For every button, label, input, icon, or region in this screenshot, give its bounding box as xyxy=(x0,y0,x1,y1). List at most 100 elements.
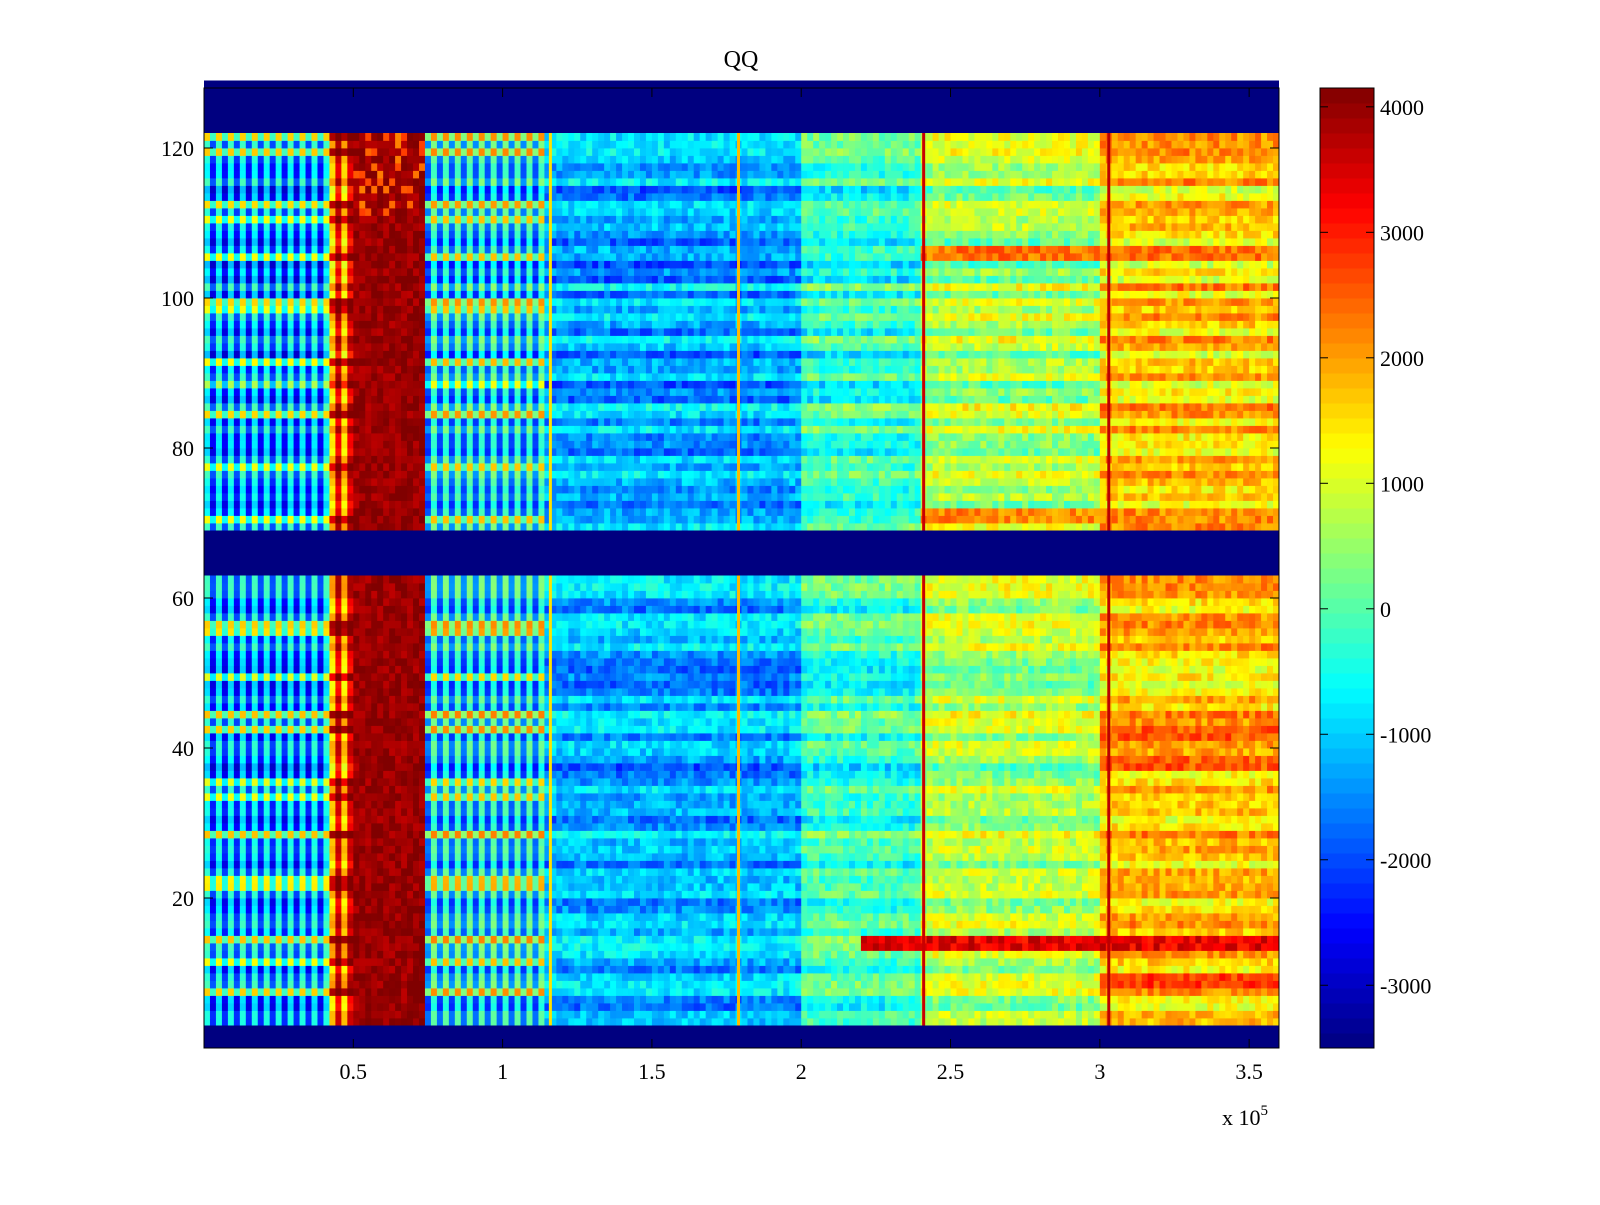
heatmap-cell xyxy=(771,920,778,929)
heatmap-cell xyxy=(663,860,671,869)
heatmap-cell xyxy=(813,823,820,831)
heatmap-cell xyxy=(1261,1018,1268,1026)
heatmap-cell xyxy=(747,845,754,854)
heatmap-cell xyxy=(245,958,253,966)
heatmap-cell xyxy=(639,965,647,974)
heatmap-cell xyxy=(831,1003,838,1011)
heatmap-cell xyxy=(1040,853,1047,861)
heatmap-cell xyxy=(520,853,527,861)
heatmap-cell xyxy=(275,943,283,951)
heatmap-cell xyxy=(502,868,509,876)
heatmap-cell xyxy=(610,845,617,854)
heatmap-cell xyxy=(586,890,593,899)
heatmap-cell xyxy=(448,1010,456,1019)
heatmap-cell xyxy=(466,965,474,974)
heatmap-cell xyxy=(801,823,808,831)
heatmap-cell xyxy=(245,973,253,981)
heatmap-cell xyxy=(1058,958,1065,966)
heatmap-cell xyxy=(1153,830,1160,839)
heatmap-cell xyxy=(711,943,719,951)
heatmap-cell xyxy=(610,1003,617,1011)
heatmap-cell xyxy=(968,898,975,906)
heatmap-cell xyxy=(1069,875,1077,884)
heatmap-cell xyxy=(245,1010,253,1019)
heatmap-cell xyxy=(1069,958,1077,966)
heatmap-cell xyxy=(998,913,1005,921)
heatmap-cell xyxy=(1093,935,1101,944)
heatmap-cell xyxy=(908,980,916,989)
heatmap-cell xyxy=(544,958,551,966)
heatmap-cell xyxy=(454,973,462,981)
heatmap-cell xyxy=(472,913,480,921)
heatmap-cell xyxy=(777,913,784,921)
heatmap-cell xyxy=(795,845,802,854)
heatmap-cell xyxy=(1046,950,1053,959)
heatmap-cell xyxy=(675,965,683,974)
heatmap-cell xyxy=(890,905,898,914)
heatmap-cell xyxy=(598,1003,605,1011)
heatmap-cell xyxy=(950,868,957,876)
heatmap-cell xyxy=(974,965,981,974)
heatmap-cell xyxy=(831,905,838,914)
heatmap-cell xyxy=(1183,980,1190,989)
heatmap-cell xyxy=(574,853,581,861)
heatmap-cell xyxy=(466,860,474,869)
heatmap-cell xyxy=(968,1010,975,1019)
heatmap-cell xyxy=(478,815,486,824)
heatmap-cell xyxy=(1016,1003,1023,1011)
heatmap-cell xyxy=(544,890,551,899)
heatmap-cell xyxy=(687,965,695,974)
heatmap-cell xyxy=(1058,1010,1065,1019)
heatmap-cell xyxy=(1255,928,1262,936)
heatmap-cell xyxy=(872,1010,880,1019)
heatmap-cell xyxy=(1213,980,1220,989)
heatmap-cell xyxy=(1165,853,1172,861)
heatmap-cell xyxy=(335,943,342,951)
heatmap-cell xyxy=(950,943,957,951)
heatmap-cell xyxy=(401,868,408,876)
heatmap-cell xyxy=(890,830,898,839)
heatmap-cell xyxy=(395,995,402,1004)
heatmap-cell xyxy=(765,845,772,854)
heatmap-cell xyxy=(1135,950,1143,959)
heatmap-cell xyxy=(574,928,581,936)
heatmap-cell xyxy=(251,943,259,951)
heatmap-cell xyxy=(1028,973,1035,981)
heatmap-cell xyxy=(556,950,563,959)
heatmap-cell xyxy=(669,965,677,974)
heatmap-cell xyxy=(854,943,862,951)
heatmap-cell xyxy=(592,815,599,824)
heatmap-cell xyxy=(675,958,683,966)
heatmap-cell xyxy=(454,950,462,959)
heatmap-cell xyxy=(341,1003,348,1011)
heatmap-cell xyxy=(962,898,969,906)
heatmap-cell xyxy=(454,943,462,951)
heatmap-cell xyxy=(1207,995,1214,1004)
heatmap-cell xyxy=(1159,898,1166,906)
heatmap-cell xyxy=(227,943,235,951)
heatmap-cell xyxy=(1261,973,1268,981)
heatmap-cell xyxy=(777,928,784,936)
heatmap-cell xyxy=(783,958,790,966)
heatmap-cell xyxy=(281,845,289,854)
heatmap-cell xyxy=(365,988,372,996)
heatmap-cell xyxy=(305,830,312,839)
heatmap-cell xyxy=(699,950,707,959)
heatmap-cell xyxy=(926,845,934,854)
heatmap-cell xyxy=(622,1010,629,1019)
heatmap-cell xyxy=(1016,883,1023,891)
heatmap-cell xyxy=(1219,1018,1226,1026)
heatmap-cell xyxy=(1231,823,1238,831)
heatmap-cell xyxy=(490,973,498,981)
heatmap-cell xyxy=(472,860,480,869)
heatmap-cell xyxy=(508,890,515,899)
heatmap-cell xyxy=(502,1003,509,1011)
heatmap-cell xyxy=(1147,1018,1154,1026)
heatmap-cell xyxy=(962,883,969,891)
heatmap-cell xyxy=(860,830,868,839)
heatmap-cell xyxy=(651,1003,659,1011)
heatmap-cell xyxy=(287,853,294,861)
heatmap-cell xyxy=(1249,838,1256,846)
heatmap-cell xyxy=(837,875,844,884)
heatmap-cell xyxy=(866,838,874,846)
